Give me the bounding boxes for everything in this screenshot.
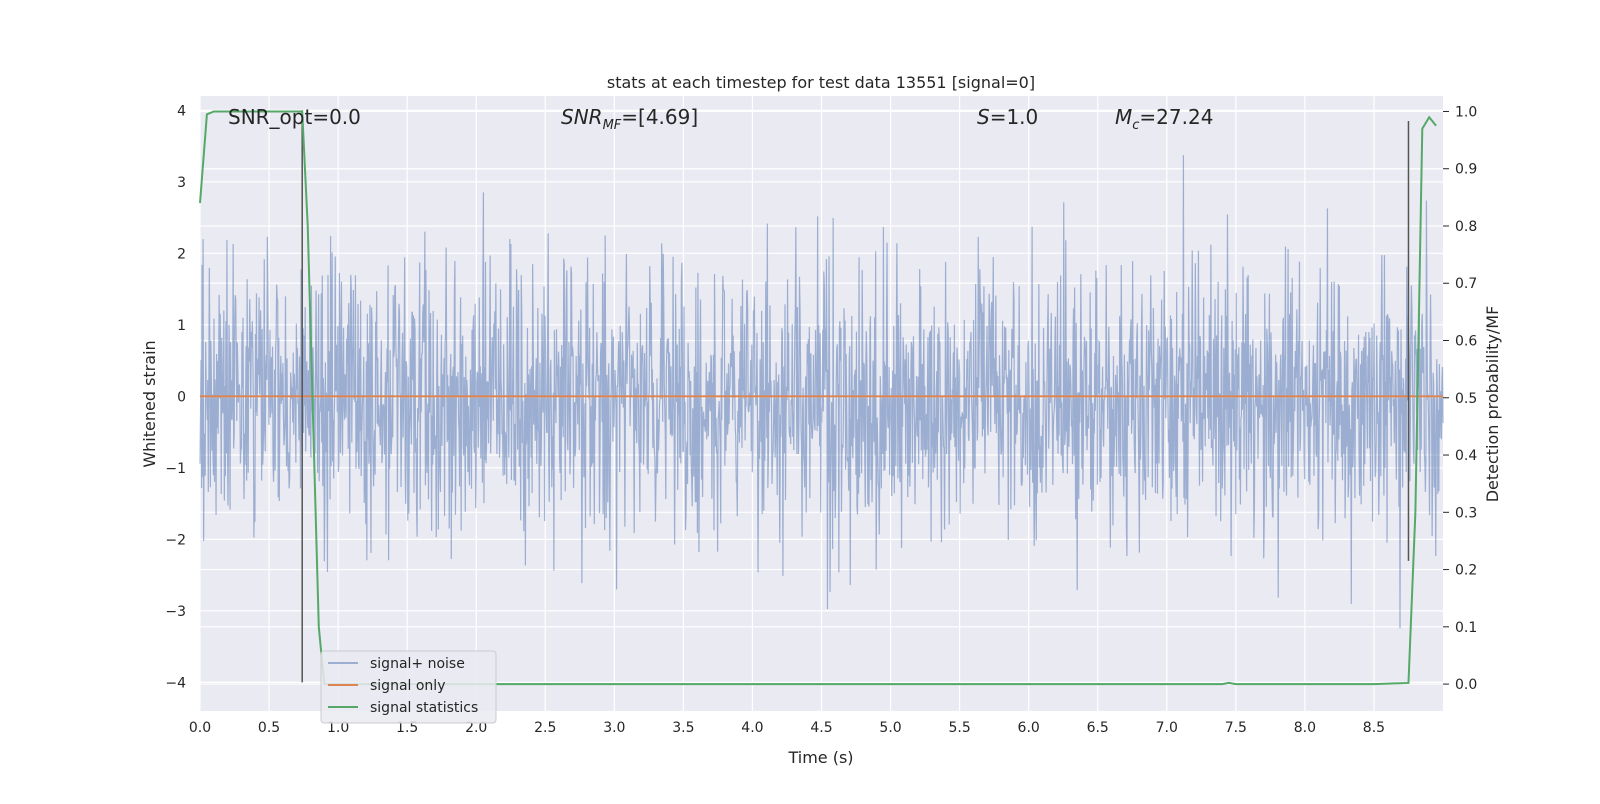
legend-label-signal-noise: signal+ noise [370,656,465,672]
x-tick-label: 5.0 [879,720,901,736]
y-left-tick-label: −1 [165,461,186,477]
series-signal-noise [199,155,1444,629]
y-left-tick-label: 1 [177,318,186,334]
annotation-s-value: =1.0 [990,105,1039,129]
y-left-axis-label: Whitened strain [140,340,159,467]
annotation-mc-base: M [1115,105,1132,129]
x-tick-label: 4.0 [741,720,763,736]
x-tick-label: 8.0 [1294,720,1316,736]
x-tick-label: 2.5 [534,720,556,736]
signal-noise-line [199,155,1444,629]
annotation-snr-mf-sub: MF [603,118,622,133]
x-tick-label: 7.0 [1156,720,1178,736]
x-tick-label: 0.0 [189,720,211,736]
x-tick-label: 7.5 [1225,720,1247,736]
annotation-mc-sub: c [1132,118,1139,133]
y-right-tick-label: 0.4 [1455,448,1477,464]
annotation-snr-mf-value: =[4.69] [621,105,698,129]
legend: signal+ noise signal only signal statist… [320,650,497,724]
y-right-tick-label: 0.3 [1455,505,1477,521]
y-left-tick-label: −3 [165,604,186,620]
annotation-snr-opt: SNR_opt=0.0 [228,105,361,129]
y-right-axis-label: Detection probability/MF [1483,306,1502,503]
y-right-tick-label: 0.5 [1455,391,1477,407]
y-right-tick-label: 0.7 [1455,276,1477,292]
x-axis-label: Time (s) [787,748,853,767]
annotation-s-base: S [977,105,990,129]
annotation-snr-mf: SNRMF=[4.69] [561,105,698,133]
y-left-tick-label: 2 [177,246,186,262]
x-tick-label: 3.5 [672,720,694,736]
x-tick-label: 6.5 [1087,720,1109,736]
annotation-mc-value: =27.24 [1139,105,1213,129]
x-tick-label: 6.0 [1018,720,1040,736]
x-tick-label: 0.5 [258,720,280,736]
x-tick-label: 1.5 [396,720,418,736]
x-axis-ticks: 0.0 0.5 1.0 1.5 2.0 2.5 3.0 3.5 4.0 4.5 5.0 5.5 6.0 6… [189,720,1385,736]
y-right-axis-ticks: 0.0 0.1 0.2 0.3 0.4 0.5 0.6 0.7 0.8 0.9 1.0 [1443,104,1477,693]
x-tick-label: 2.0 [465,720,487,736]
y-right-tick-label: 1.0 [1455,104,1477,120]
chart-title: stats at each timestep for test data 135… [607,73,1035,92]
x-tick-label: 5.5 [948,720,970,736]
legend-box [320,650,497,724]
x-tick-label: 3.0 [603,720,625,736]
y-left-tick-label: 4 [177,103,186,119]
legend-label-signal-only: signal only [370,678,445,694]
y-left-tick-label: 0 [177,389,186,405]
y-left-axis-ticks: −4 −3 −2 −1 0 1 2 3 4 [165,103,186,691]
y-left-tick-label: 3 [177,175,186,191]
legend-label-signal-statistics: signal statistics [370,700,478,716]
x-tick-label: 1.0 [327,720,349,736]
y-left-tick-label: −2 [165,532,186,548]
y-right-tick-label: 0.1 [1455,620,1477,636]
y-right-tick-label: 0.2 [1455,563,1477,579]
x-tick-label: 4.5 [810,720,832,736]
annotation-s: S=1.0 [977,105,1038,129]
y-right-tick-label: 0.8 [1455,219,1477,235]
y-right-tick-label: 0.0 [1455,677,1477,693]
x-tick-label: 8.5 [1363,720,1385,736]
annotation-snr-mf-base: SNR [561,105,603,129]
y-left-tick-label: −4 [165,675,186,691]
y-right-tick-label: 0.6 [1455,334,1477,350]
y-right-tick-label: 0.9 [1455,162,1477,178]
vertical-markers [301,110,1410,683]
annotation-mc: Mc=27.24 [1115,105,1213,133]
